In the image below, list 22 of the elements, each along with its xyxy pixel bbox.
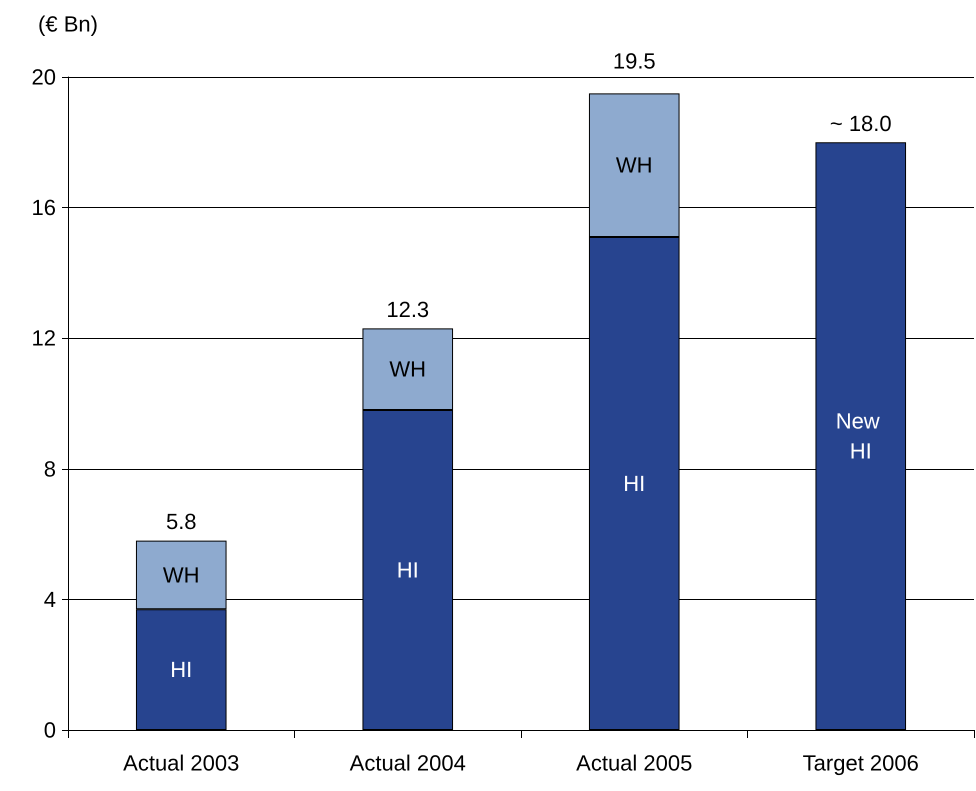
y-tick-label: 4 — [44, 586, 56, 612]
x-tick-label: Actual 2004 — [350, 750, 466, 776]
y-axis-title: (€ Bn) — [38, 12, 98, 36]
total-label: ~ 18.0 — [830, 110, 892, 136]
text: HI — [170, 657, 192, 682]
y-tick-label: 20 — [32, 64, 56, 90]
total-label: 19.5 — [612, 48, 656, 74]
text: WH — [616, 152, 653, 178]
text: WH — [389, 356, 426, 382]
total-label: 12.3 — [386, 296, 430, 322]
x-tick-label: Actual 2003 — [123, 750, 240, 776]
text: HI — [396, 558, 419, 583]
y-tick-label: 0 — [44, 718, 56, 742]
series-label: WH — [162, 562, 200, 588]
y-tick-label: 16 — [32, 195, 56, 220]
total-label: 5.8 — [166, 509, 197, 534]
y-tick-label: 12 — [32, 326, 56, 351]
x-tick-label: Actual 2005 — [576, 750, 692, 776]
y-tick-label: 8 — [44, 456, 56, 482]
x-tick-label: Target 2006 — [802, 750, 919, 776]
series-label: New HI — [836, 408, 886, 464]
series-label: HI — [623, 470, 646, 496]
